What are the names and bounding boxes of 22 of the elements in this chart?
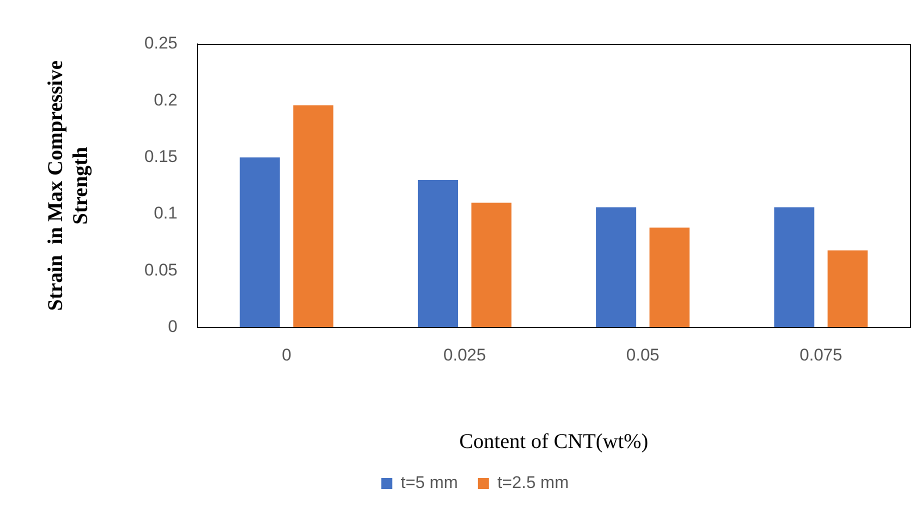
x-tick-label: 0.025 [443, 345, 486, 364]
x-axis-title: Content of CNT(wt%) [459, 428, 648, 453]
legend-label: t=5 mm [400, 473, 458, 492]
y-tick-label: 0.05 [144, 260, 178, 280]
bar [774, 207, 814, 328]
x-tick-label: 0.05 [626, 345, 660, 364]
bar [649, 228, 690, 328]
x-tick-label: 0.075 [800, 345, 842, 364]
bar [293, 105, 334, 328]
y-tick-label: 0.25 [144, 34, 178, 53]
y-axis-title: Strain in Max Compressive Strength [43, 60, 92, 311]
y-tick-label: 0.1 [154, 204, 178, 223]
y-tick-label: 0.2 [154, 90, 178, 110]
x-tick-label: 0 [282, 345, 292, 364]
bar [596, 207, 636, 328]
bar [471, 202, 512, 328]
bar [828, 250, 868, 328]
y-tick-label: 0 [168, 317, 178, 336]
bar [418, 180, 458, 328]
y-tick-label: 0.15 [144, 147, 178, 166]
bar [240, 157, 280, 328]
legend-label: t=2.5 mm [497, 473, 569, 492]
